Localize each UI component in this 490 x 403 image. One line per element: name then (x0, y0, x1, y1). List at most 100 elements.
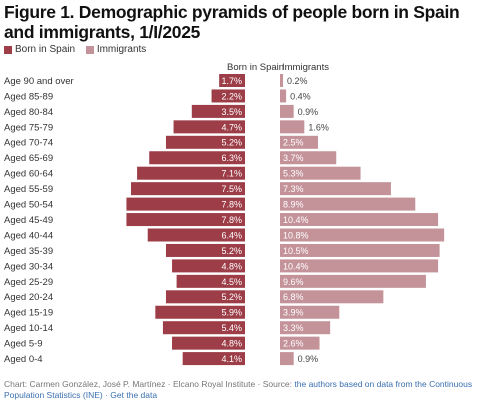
category-label-aged-0-4: Aged 0-4 (4, 354, 43, 365)
bar-born-in-spain-aged-85-89 (211, 89, 245, 103)
bar-immigrants-aged-25-29 (280, 274, 426, 288)
value-label-born-in-spain-aged-85-89: 2.2% (221, 91, 242, 101)
bar-born-in-spain-aged-5-9 (172, 336, 245, 350)
legend-label-born-in-spain: Born in Spain (15, 44, 76, 55)
value-label-born-in-spain-aged-80-84: 3.5% (221, 107, 242, 117)
bar-immigrants-aged-40-44 (280, 228, 445, 242)
footer-get-data-link[interactable]: Get the data (110, 390, 158, 400)
bar-born-in-spain-aged-25-29 (176, 274, 245, 288)
bar-born-in-spain-aged-70-74 (165, 135, 245, 149)
bar-immigrants-aged-5-9 (280, 336, 320, 350)
bar-immigrants-aged-70-74 (280, 135, 318, 149)
value-label-immigrants-aged-45-49: 10.4% (283, 215, 309, 225)
value-label-born-in-spain-aged-15-19: 5.9% (221, 308, 242, 318)
bar-born-in-spain-age-90-and-over (219, 74, 245, 87)
value-label-born-in-spain-aged-50-54: 7.8% (221, 200, 242, 210)
category-label-aged-85-89: Aged 85-89 (4, 91, 53, 102)
category-label-aged-5-9: Aged 5-9 (4, 339, 43, 350)
value-label-immigrants-aged-85-89: 0.4% (290, 91, 311, 101)
category-label-aged-75-79: Aged 75-79 (4, 122, 53, 133)
value-label-born-in-spain-aged-45-49: 7.8% (221, 215, 242, 225)
bar-born-in-spain-aged-50-54 (126, 197, 245, 211)
value-label-immigrants-aged-80-84: 0.9% (298, 107, 319, 117)
value-label-born-in-spain-aged-20-24: 5.2% (221, 292, 242, 302)
bar-born-in-spain-aged-75-79 (173, 120, 245, 134)
bar-immigrants-aged-75-79 (280, 120, 305, 134)
category-label-aged-20-24: Aged 20-24 (4, 292, 53, 303)
value-label-born-in-spain-aged-35-39: 5.2% (221, 246, 242, 256)
value-label-immigrants-aged-10-14: 3.3% (283, 323, 304, 333)
value-label-immigrants-aged-70-74: 2.5% (283, 138, 304, 148)
bar-born-in-spain-aged-35-39 (165, 243, 245, 257)
column-header-immigrants: Immigrants (282, 62, 329, 73)
value-label-born-in-spain-aged-0-4: 4.1% (221, 354, 242, 364)
bar-immigrants-aged-30-34 (280, 259, 439, 273)
value-label-immigrants-aged-15-19: 3.9% (283, 308, 304, 318)
bar-immigrants-aged-45-49 (280, 213, 439, 227)
value-label-immigrants-aged-5-9: 2.6% (283, 339, 304, 349)
value-label-immigrants-aged-40-44: 10.8% (283, 230, 309, 240)
value-label-immigrants-aged-60-64: 5.3% (283, 169, 304, 179)
column-header-born-in-spain: Born in Spain (227, 62, 285, 73)
value-label-born-in-spain-aged-25-29: 4.5% (221, 277, 242, 287)
pyramid-chart: Age 90 and over 1.7% 0.2% Aged 85-89 2.2% 0.4… (4, 74, 445, 366)
bar-born-in-spain-aged-65-69 (149, 151, 245, 165)
value-label-born-in-spain-aged-70-74: 5.2% (221, 138, 242, 148)
value-label-born-in-spain-aged-40-44: 6.4% (221, 230, 242, 240)
value-label-immigrants-aged-50-54: 8.9% (283, 200, 304, 210)
legend-label-immigrants: Immigrants (96, 44, 147, 55)
bar-born-in-spain-aged-15-19 (155, 305, 245, 319)
bar-born-in-spain-aged-60-64 (137, 166, 245, 180)
value-label-immigrants-age-90-and-over: 0.2% (287, 76, 308, 86)
bar-born-in-spain-aged-45-49 (126, 213, 245, 227)
bar-born-in-spain-aged-20-24 (165, 290, 245, 304)
footer-credit: Chart: Carmen González, José P. Martínez… (4, 379, 295, 389)
bar-immigrants-aged-60-64 (280, 166, 361, 180)
chart-title: Figure 1. Demographic pyramids of people… (4, 2, 460, 42)
value-label-immigrants-aged-65-69: 3.7% (283, 153, 304, 163)
value-label-born-in-spain-aged-30-34: 4.8% (221, 261, 242, 271)
footer-source-link[interactable]: the authors based on data from the Conti… (4, 379, 473, 400)
value-label-born-in-spain-aged-55-59: 7.5% (221, 184, 242, 194)
bar-born-in-spain-aged-10-14 (162, 321, 245, 335)
legend-swatch-immigrants (85, 45, 94, 54)
bar-immigrants-aged-0-4 (280, 352, 294, 366)
value-label-immigrants-aged-30-34: 10.4% (283, 261, 309, 271)
bar-immigrants-aged-80-84 (280, 104, 294, 118)
value-label-born-in-spain-aged-10-14: 5.4% (221, 323, 242, 333)
bar-immigrants-age-90-and-over (280, 74, 284, 87)
category-label-aged-65-69: Aged 65-69 (4, 153, 53, 164)
category-label-aged-60-64: Aged 60-64 (4, 169, 53, 180)
value-label-immigrants-aged-35-39: 10.5% (283, 246, 309, 256)
value-label-born-in-spain-age-90-and-over: 1.7% (221, 76, 242, 86)
bar-born-in-spain-aged-30-34 (172, 259, 245, 273)
category-label-aged-80-84: Aged 80-84 (4, 107, 53, 118)
category-label-aged-50-54: Aged 50-54 (4, 200, 53, 211)
bar-born-in-spain-aged-55-59 (131, 182, 245, 196)
bar-immigrants-aged-65-69 (280, 151, 337, 165)
category-label-aged-70-74: Aged 70-74 (4, 138, 53, 149)
legend: Born in Spain Immigrants (4, 44, 154, 56)
chart-footer: Chart: Carmen González, José P. Martínez… (4, 379, 488, 401)
footer-separator: · (102, 390, 111, 400)
value-label-born-in-spain-aged-5-9: 4.8% (221, 339, 242, 349)
bar-born-in-spain-aged-0-4 (182, 352, 245, 366)
bar-born-in-spain-aged-80-84 (191, 104, 245, 118)
bar-immigrants-aged-50-54 (280, 197, 416, 211)
bar-born-in-spain-aged-40-44 (147, 228, 245, 242)
value-label-born-in-spain-aged-60-64: 7.1% (221, 169, 242, 179)
category-label-aged-45-49: Aged 45-49 (4, 215, 53, 226)
bar-immigrants-aged-55-59 (280, 182, 391, 196)
value-label-born-in-spain-aged-75-79: 4.7% (221, 122, 242, 132)
category-label-age-90-and-over: Age 90 and over (4, 76, 74, 87)
value-label-born-in-spain-aged-65-69: 6.3% (221, 153, 242, 163)
category-label-aged-35-39: Aged 35-39 (4, 246, 53, 257)
category-label-aged-40-44: Aged 40-44 (4, 230, 53, 241)
bar-immigrants-aged-85-89 (280, 89, 287, 103)
value-label-immigrants-aged-25-29: 9.6% (283, 277, 304, 287)
legend-item-born-in-spain: Born in Spain (4, 44, 75, 55)
bar-immigrants-aged-20-24 (280, 290, 384, 304)
legend-item-immigrants: Immigrants (85, 44, 147, 55)
bar-immigrants-aged-35-39 (280, 243, 440, 257)
category-label-aged-55-59: Aged 55-59 (4, 184, 53, 195)
